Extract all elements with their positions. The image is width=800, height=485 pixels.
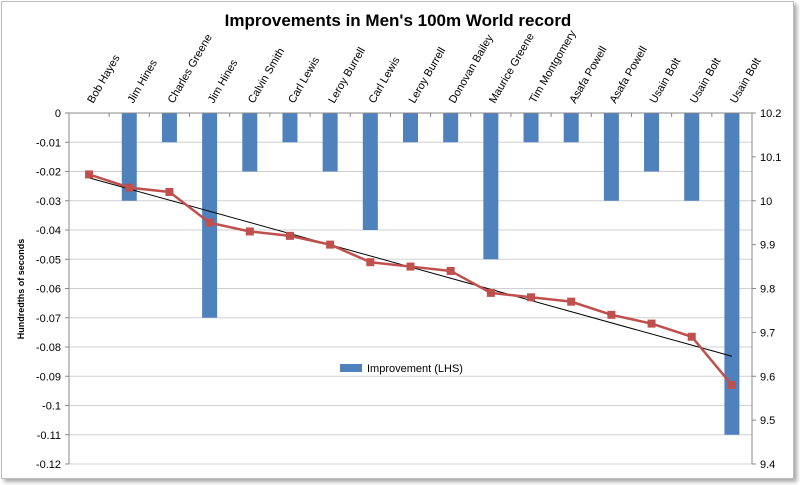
record-marker	[366, 258, 375, 267]
y-tick-label: -0.04	[36, 225, 61, 237]
record-marker	[527, 293, 536, 302]
chart-title: Improvements in Men's 100m World record	[225, 11, 572, 30]
record-marker	[326, 240, 335, 249]
y2-tick-label: 10.1	[760, 152, 781, 164]
y2-tick-label: 9.5	[760, 415, 775, 427]
bar	[282, 113, 298, 143]
record-marker	[285, 231, 294, 240]
category-label: Charles Greene	[166, 32, 215, 105]
y-tick-label: -0.06	[36, 284, 61, 296]
record-marker	[406, 262, 415, 271]
category-label: Leroy Burrell	[407, 45, 449, 105]
y-tick-label: -0.01	[36, 137, 61, 149]
category-label: Donovan Bailey	[447, 32, 496, 105]
record-marker	[687, 332, 696, 341]
bar	[523, 113, 539, 143]
y2-tick-label: 9.4	[760, 459, 775, 471]
category-label: Leroy Burrell	[326, 45, 368, 105]
record-marker	[245, 227, 254, 236]
y-tick-label: -0.08	[36, 342, 61, 354]
category-label: Jim Hines	[125, 57, 160, 105]
bar	[202, 113, 218, 318]
bar	[322, 113, 338, 172]
y-tick-label: -0.07	[36, 313, 61, 325]
record-line	[88, 173, 733, 386]
y-tick-label: -0.12	[36, 459, 61, 471]
bar	[724, 113, 740, 435]
record-marker	[165, 187, 174, 196]
bar	[403, 113, 418, 143]
category-label: Bob Hayes	[85, 52, 123, 105]
bar	[684, 113, 700, 201]
bar	[121, 113, 137, 201]
y-tick-label: -0.1	[42, 401, 61, 413]
y-tick-label: -0.03	[36, 196, 61, 208]
bar	[603, 113, 619, 201]
y-tick-label: -0.05	[36, 254, 61, 266]
category-label: Carl Lewis	[286, 55, 322, 106]
legend-swatch	[340, 364, 362, 372]
bar	[161, 113, 177, 143]
y-tick-label: 0	[55, 108, 61, 120]
bar	[362, 113, 378, 230]
record-marker	[567, 297, 576, 306]
category-label: Carl Lewis	[367, 55, 403, 106]
y2-tick-label: 9.8	[760, 284, 775, 296]
category-label: Usain Bolt	[728, 56, 763, 105]
y-tick-label: -0.02	[36, 167, 61, 179]
category-label: Asafa Powell	[608, 44, 650, 105]
bar	[563, 113, 579, 143]
y2-tick-label: 9.7	[760, 327, 775, 339]
legend-label: Improvement (LHS)	[367, 363, 463, 375]
bar	[242, 113, 258, 172]
bar	[443, 113, 459, 143]
y-tick-label: -0.09	[36, 371, 61, 383]
y2-tick-label: 10	[760, 196, 772, 208]
record-marker	[85, 170, 94, 179]
chart-frame	[1, 1, 794, 479]
bar	[644, 113, 660, 172]
legend: Improvement (LHS)	[340, 363, 463, 375]
record-marker	[125, 183, 134, 192]
category-label: Usain Bolt	[688, 56, 723, 105]
y-axis-label: Hundredths of seconds	[16, 239, 26, 340]
category-label: Calvin Smith	[246, 46, 287, 105]
record-marker	[486, 288, 495, 297]
record-marker	[647, 319, 656, 328]
record-marker	[727, 381, 736, 390]
y2-tick-label: 9.6	[760, 371, 775, 383]
y2-tick-label: 9.9	[760, 240, 775, 252]
record-marker	[205, 218, 214, 227]
category-label: Asafa Powell	[567, 44, 609, 105]
y2-tick-label: 10.2	[760, 108, 781, 120]
category-label: Jim Hines	[206, 57, 241, 105]
bar	[483, 113, 499, 260]
category-label: Usain Bolt	[648, 56, 683, 105]
record-marker	[446, 266, 455, 275]
record-marker	[607, 310, 616, 319]
y-tick-label: -0.11	[37, 430, 61, 442]
